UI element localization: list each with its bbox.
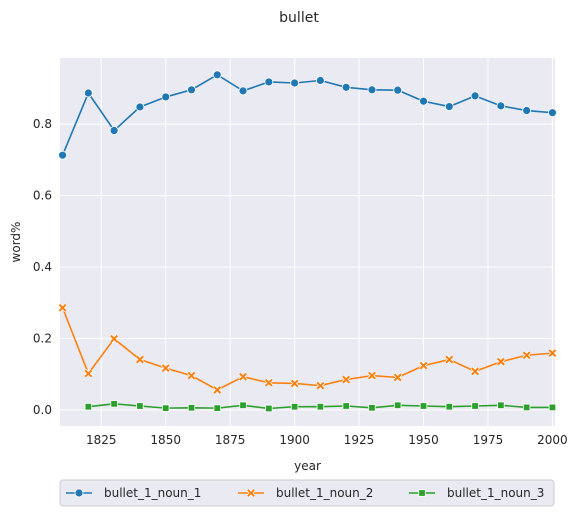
data-point: [187, 371, 196, 380]
data-point: [444, 102, 454, 111]
series-bullet_1_noun_2: [58, 303, 557, 395]
x-tick-label: 1850: [150, 433, 181, 447]
data-point: [368, 404, 376, 412]
data-point: [58, 303, 67, 312]
data-point: [470, 91, 480, 101]
data-point: [548, 108, 557, 118]
x-tick-label: 1900: [279, 433, 310, 447]
data-point: [316, 381, 325, 390]
data-point: [58, 150, 67, 160]
y-tick-label: 0.6: [33, 189, 52, 203]
data-point: [445, 403, 453, 411]
x-tick-label: 1950: [408, 433, 439, 447]
series-bullet_1_noun_3: [84, 400, 557, 413]
data-point: [368, 371, 376, 380]
x-tick-label: 1975: [473, 433, 504, 447]
data-point: [135, 102, 145, 112]
data-point: [522, 403, 531, 412]
legend-marker: [74, 488, 84, 498]
data-point: [238, 86, 248, 96]
legend-marker: [418, 489, 426, 497]
data-point: [522, 106, 532, 115]
data-point: [290, 379, 299, 388]
y-axis-label: word%: [9, 222, 23, 263]
x-axis-label: year: [294, 459, 321, 473]
series-layer: [58, 70, 557, 413]
data-point: [265, 404, 273, 413]
data-point: [548, 403, 557, 412]
data-point: [213, 386, 222, 394]
data-point: [342, 402, 350, 410]
data-point: [471, 402, 479, 410]
data-point: [394, 401, 402, 409]
data-point: [136, 355, 144, 364]
legend-label: bullet_1_noun_1: [104, 486, 201, 500]
data-point: [161, 92, 171, 102]
data-point: [419, 402, 428, 410]
x-tick-label: 2000: [537, 433, 568, 447]
data-point: [496, 357, 505, 366]
y-tick-label: 0.4: [33, 260, 52, 274]
data-point: [239, 401, 247, 409]
data-point: [290, 78, 300, 88]
data-point: [342, 375, 351, 384]
axis-ticks: 1825 1850 1875 1900 1925 1950 1975 2000 0.0 0.2 0.…: [33, 117, 568, 447]
data-point: [136, 402, 144, 410]
grid: [60, 58, 555, 426]
data-point: [393, 373, 402, 382]
data-point: [419, 96, 428, 106]
data-point: [497, 401, 505, 409]
data-point: [471, 367, 479, 376]
x-tick-label: 1825: [86, 433, 117, 447]
legend-marker: [247, 489, 255, 497]
series-line: [61, 73, 553, 156]
legend-box: [59, 479, 555, 507]
data-point: [496, 101, 506, 111]
data-point: [316, 403, 325, 411]
y-tick-label: 0.8: [33, 117, 52, 131]
legend-label: bullet_1_noun_2: [276, 486, 373, 500]
y-tick-label: 0.2: [33, 331, 52, 345]
plot-area: [60, 58, 555, 426]
data-point: [315, 76, 325, 85]
data-point: [84, 403, 93, 411]
data-point: [522, 351, 531, 360]
data-point: [264, 378, 273, 387]
data-point: [212, 70, 222, 80]
data-point: [341, 82, 351, 92]
legend: bullet_1_noun_1 bullet_1_noun_2 bullet_1_n…: [59, 479, 555, 507]
data-point: [548, 349, 557, 358]
data-point: [83, 88, 93, 98]
chart-title: bullet: [279, 10, 319, 26]
x-tick-label: 1875: [215, 433, 246, 447]
data-point: [110, 334, 119, 343]
series-bullet_1_noun_1: [58, 70, 557, 160]
data-point: [367, 85, 377, 95]
data-point: [213, 404, 221, 412]
data-point: [84, 369, 93, 378]
data-point: [162, 404, 170, 412]
data-point: [110, 400, 118, 408]
data-point: [290, 403, 299, 411]
data-point: [109, 126, 119, 135]
data-point: [187, 85, 196, 95]
y-tick-label: 0.0: [33, 403, 52, 417]
data-point: [239, 372, 247, 381]
data-point: [264, 77, 274, 87]
data-point: [393, 85, 403, 95]
legend-label: bullet_1_noun_3: [447, 486, 544, 500]
data-point: [161, 364, 170, 373]
data-point: [419, 361, 428, 370]
data-point: [187, 404, 196, 412]
data-point: [445, 355, 454, 364]
x-tick-label: 1925: [344, 433, 375, 447]
